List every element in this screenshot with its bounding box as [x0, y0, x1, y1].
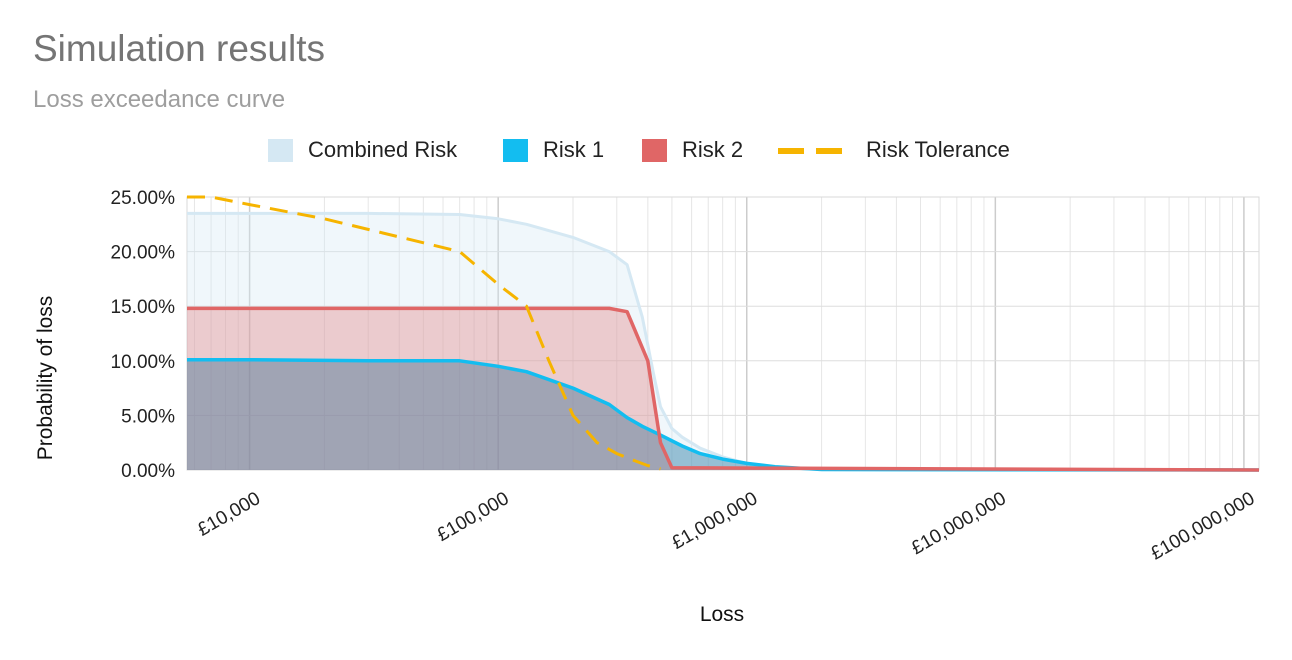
x-tick-label: £1,000,000 — [668, 488, 761, 554]
series-lines — [187, 195, 1260, 472]
legend-label-risk-tolerance: Risk Tolerance — [866, 137, 1010, 162]
area-overlap-shade — [187, 359, 1259, 470]
y-tick-label: 5.00% — [121, 406, 175, 427]
x-axis-title: Loss — [700, 603, 744, 626]
y-tick-label: 20.00% — [111, 243, 176, 264]
legend-swatch-combined-risk — [268, 139, 293, 162]
legend-label-risk-1: Risk 1 — [543, 137, 604, 162]
x-tick-label: £100,000 — [434, 488, 513, 546]
x-tick-label: £10,000 — [194, 488, 264, 541]
line-risk-tolerance — [187, 195, 661, 471]
chart-subtitle: Loss exceedance curve — [33, 86, 286, 113]
x-tick-label: £10,000,000 — [908, 488, 1010, 559]
y-tick-label: 10.00% — [111, 352, 176, 373]
y-tick-label: 0.00% — [121, 461, 175, 482]
chart-title: Simulation results — [33, 28, 326, 69]
area-risk-1 — [187, 359, 1259, 470]
line-risk-1 — [187, 357, 1260, 472]
area-combined-risk — [187, 213, 1259, 470]
legend-swatch-risk-1 — [503, 139, 528, 162]
legend-swatch-risk-2 — [642, 139, 667, 162]
line-risk-2 — [187, 306, 1260, 472]
area-risk-2 — [187, 308, 1259, 470]
y-tick-label: 25.00% — [111, 188, 176, 209]
y-tick-label: 15.00% — [111, 297, 176, 318]
chart-legend: Combined Risk Risk 1 Risk 2 Risk Toleran… — [268, 137, 1010, 162]
y-axis-title: Probability of loss — [34, 296, 57, 461]
legend-label-combined-risk: Combined Risk — [308, 137, 458, 162]
plot-frame — [186, 196, 1260, 471]
series-areas — [187, 213, 1259, 470]
x-tick-label: £100,000,000 — [1147, 488, 1258, 564]
legend-label-risk-2: Risk 2 — [682, 137, 743, 162]
